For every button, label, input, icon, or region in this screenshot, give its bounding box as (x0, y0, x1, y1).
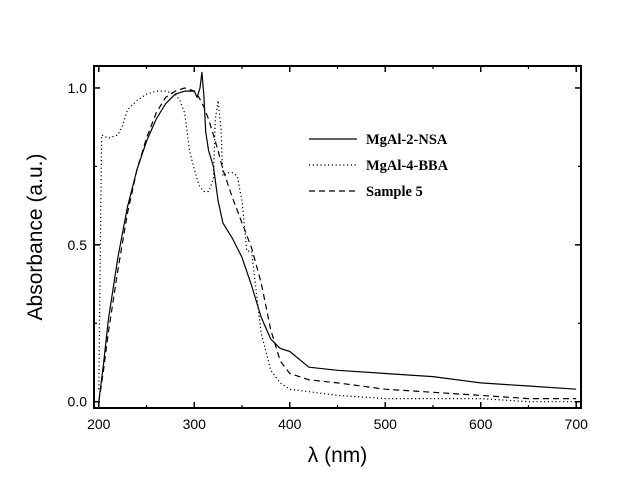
y-tick-label: 0.5 (68, 237, 88, 253)
series-layer (98, 71, 577, 403)
legend-label: Sample 5 (366, 184, 423, 200)
y-tick-label: 1.0 (68, 80, 88, 96)
x-tick-label: 500 (374, 416, 398, 432)
ticks-layer: 200 300 400 500 600 700 0.0 0.5 1.0 (68, 66, 589, 432)
legend-label: MgAl-2-NSA (366, 132, 448, 148)
y-tick-label: 0.0 (68, 394, 88, 410)
x-tick-label: 700 (565, 416, 589, 432)
legend-label: MgAl-4-BBA (366, 158, 449, 174)
legend: MgAl-2-NSA MgAl-4-BBA Sample 5 (309, 132, 449, 200)
x-tick-label: 300 (183, 416, 207, 432)
plot-frame (93, 65, 582, 409)
series-line-1 (98, 71, 577, 402)
x-tick-label: 200 (87, 416, 111, 432)
series-line-3 (98, 87, 577, 402)
y-axis-title: Absorbance (a.u.) (24, 154, 47, 321)
x-tick-label: 600 (469, 416, 493, 432)
x-tick-label: 400 (278, 416, 302, 432)
series-line-2 (98, 90, 577, 403)
x-axis-title: λ (nm) (308, 444, 368, 467)
